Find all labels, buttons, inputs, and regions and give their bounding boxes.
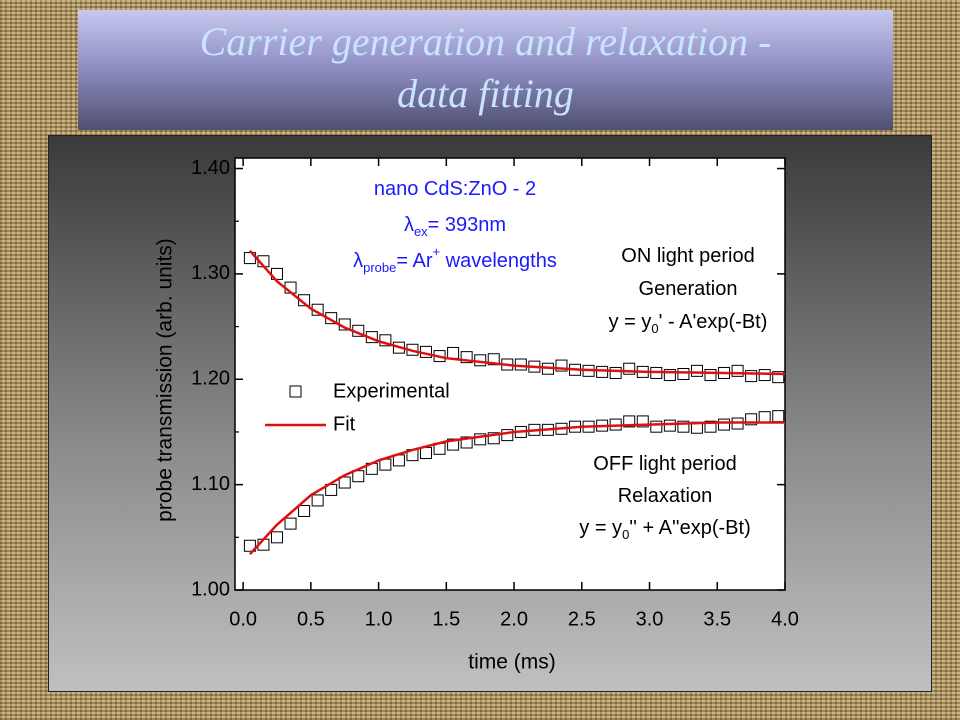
data-point	[379, 334, 392, 347]
data-point	[704, 420, 717, 433]
data-point	[663, 419, 676, 432]
data-point	[772, 371, 785, 384]
title-box: Carrier generation and relaxation - data…	[78, 10, 893, 130]
annotation-part: = 393nm	[428, 214, 506, 236]
data-point	[718, 418, 731, 431]
x-tick-label: 4.0	[771, 608, 799, 630]
data-point	[460, 436, 473, 449]
x-axis-title: time (ms)	[468, 651, 556, 674]
annotation-part: y = y	[579, 517, 622, 539]
data-point	[447, 346, 460, 359]
annotation-part: probe	[363, 260, 396, 275]
data-point	[352, 470, 365, 483]
x-tick-label: 0.0	[229, 608, 257, 630]
y-tick-label: 1.20	[191, 368, 230, 390]
data-point	[663, 369, 676, 382]
annotation-part: 0	[622, 527, 629, 542]
data-point	[623, 415, 636, 428]
legend-marker	[289, 385, 302, 398]
annotation: y = y0' - A'exp(-Bt)	[609, 311, 768, 336]
data-point	[501, 429, 514, 442]
data-point	[745, 370, 758, 383]
annotation-part: Relaxation	[618, 485, 713, 507]
data-point	[555, 359, 568, 372]
annotation-part: OFF light period	[593, 453, 736, 475]
data-point	[758, 369, 771, 382]
data-point	[284, 517, 297, 530]
data-point	[623, 362, 636, 375]
y-tick-label: 1.00	[191, 578, 230, 600]
annotation: λex= 393nm	[404, 214, 506, 239]
data-point	[447, 438, 460, 451]
fit-line	[248, 249, 786, 376]
annotation-part: ' - A'exp(-Bt)	[659, 311, 768, 333]
x-tick-label: 1.5	[432, 608, 460, 630]
annotation-part: λ	[353, 250, 363, 272]
data-point	[420, 447, 433, 460]
data-point	[514, 358, 527, 371]
y-tick-label: 1.40	[191, 157, 230, 179]
x-tick-label: 3.0	[636, 608, 664, 630]
x-tick-label: 2.0	[500, 608, 528, 630]
annotation: y = y0'' + A''exp(-Bt)	[579, 517, 750, 542]
annotation: nano CdS:ZnO - 2	[374, 178, 536, 200]
data-point	[677, 368, 690, 380]
annotation-part: y = y	[609, 311, 652, 333]
data-point	[298, 504, 311, 517]
data-point	[338, 476, 351, 489]
data-point	[758, 411, 771, 424]
data-point	[487, 432, 500, 445]
data-point	[243, 539, 256, 552]
annotation-part: ON light period	[621, 245, 754, 267]
data-point	[677, 420, 690, 433]
data-point	[474, 433, 487, 446]
x-tick-label: 3.5	[703, 608, 731, 630]
annotation: ON light period	[621, 245, 754, 267]
y-axis-title: probe transmission (arb. units)	[154, 238, 177, 522]
annotation-part: Generation	[639, 278, 738, 300]
annotation-part: 0	[651, 321, 658, 336]
data-point	[596, 365, 609, 378]
data-point	[460, 351, 473, 364]
data-point	[270, 531, 283, 544]
x-tick-label: 0.5	[297, 608, 325, 630]
slide-title: Carrier generation and relaxation -	[199, 19, 772, 64]
annotation-part: λ	[404, 214, 414, 236]
slide-title: data fitting	[397, 71, 574, 116]
legend-label: Fit	[333, 413, 356, 435]
data-point	[650, 420, 663, 433]
x-tick-label: 2.5	[568, 608, 596, 630]
annotation-part: wavelengths	[440, 250, 557, 272]
data-point	[311, 494, 324, 507]
data-point	[745, 413, 758, 426]
annotation-part: +	[433, 244, 441, 259]
data-point	[636, 415, 649, 428]
annotation-part: = Ar	[396, 250, 432, 272]
annotation-part: '' + A''exp(-Bt)	[629, 517, 750, 539]
data-point	[487, 353, 500, 366]
legend-label: Experimental	[333, 380, 450, 402]
y-tick-label: 1.10	[191, 473, 230, 495]
annotation-part: nano CdS:ZnO - 2	[374, 178, 536, 200]
fit-line	[248, 421, 785, 556]
data-point	[772, 410, 785, 423]
annotation: OFF light period	[593, 453, 736, 475]
annotation-part: ex	[414, 224, 428, 239]
annotation: Generation	[639, 278, 738, 300]
data-point	[731, 364, 744, 377]
x-tick-label: 1.0	[365, 608, 393, 630]
annotation: λprobe= Ar+ wavelengths	[353, 244, 557, 275]
y-tick-label: 1.30	[191, 262, 230, 284]
data-point	[609, 366, 622, 379]
data-point	[690, 364, 703, 377]
annotation: Relaxation	[618, 485, 713, 507]
data-point	[704, 369, 717, 382]
